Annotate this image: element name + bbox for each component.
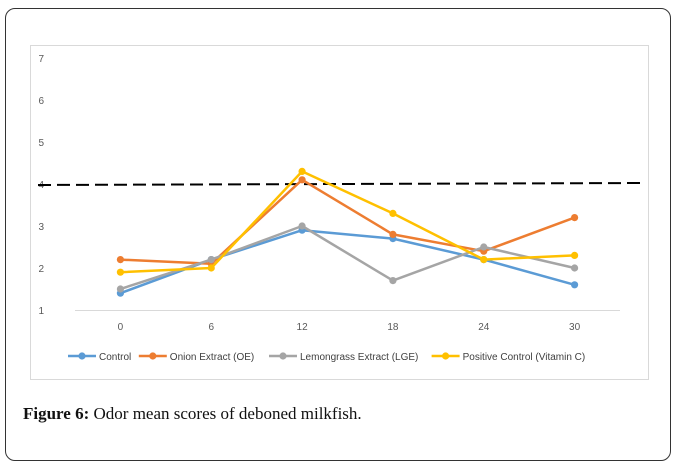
point-lemongrass-extract-lge-6	[207, 256, 215, 264]
point-onion-extract-oe-30	[570, 214, 579, 222]
y-tick-label-3: 3	[38, 222, 44, 233]
chart-area-border	[30, 45, 649, 380]
point-lemongrass-extract-lge-24	[480, 243, 488, 251]
x-tick-label-30: 30	[569, 322, 581, 333]
x-tick-label-6: 6	[208, 322, 214, 333]
point-onion-extract-oe-0	[116, 256, 125, 264]
series-line-onion-extract-oe	[120, 178, 576, 266]
legend-swatch-marker-positive-control-vitamin-c	[442, 352, 450, 360]
point-positive-control-vitamin-c-6	[207, 264, 215, 272]
point-positive-control-vitamin-c-12	[298, 167, 306, 175]
point-positive-control-vitamin-c-0	[116, 268, 125, 276]
reference-line-4	[37, 182, 645, 186]
y-tick-label-6: 6	[38, 96, 44, 107]
line-chart: 12345670612182430ControlOnion Extract (O…	[30, 45, 649, 380]
point-positive-control-vitamin-c-30	[570, 251, 579, 259]
legend-swatch-marker-onion-extract-oe	[149, 352, 157, 360]
x-tick-label-18: 18	[387, 322, 399, 333]
legend-label-control: Control	[99, 352, 131, 363]
point-onion-extract-oe-18	[389, 230, 397, 238]
x-tick-label-0: 0	[118, 322, 124, 333]
point-positive-control-vitamin-c-24	[480, 256, 488, 264]
y-tick-label-7: 7	[38, 54, 44, 65]
y-tick-label-1: 1	[38, 306, 44, 317]
point-positive-control-vitamin-c-18	[389, 209, 397, 217]
point-lemongrass-extract-lge-12	[298, 222, 306, 230]
legend-label-lemongrass-extract-lge: Lemongrass Extract (LGE)	[300, 352, 418, 363]
point-lemongrass-extract-lge-18	[389, 277, 397, 285]
x-tick-label-24: 24	[478, 322, 490, 333]
x-tick-label-12: 12	[297, 322, 309, 333]
legend-swatch-marker-control	[78, 352, 86, 360]
figure-caption: Figure 6: Odor mean scores of deboned mi…	[23, 404, 362, 424]
series-line-lemongrass-extract-lge	[120, 224, 575, 291]
caption-label: Figure 6:	[23, 404, 90, 423]
legend-label-positive-control-vitamin-c: Positive Control (Vitamin C)	[463, 352, 586, 363]
point-onion-extract-oe-12	[298, 176, 306, 184]
caption-text: Odor mean scores of deboned milkfish.	[89, 404, 362, 423]
point-lemongrass-extract-lge-0	[116, 285, 125, 293]
point-lemongrass-extract-lge-30	[570, 264, 579, 272]
y-tick-label-2: 2	[38, 264, 44, 275]
point-control-30	[570, 281, 579, 289]
legend-label-onion-extract-oe: Onion Extract (OE)	[170, 352, 254, 363]
y-tick-label-5: 5	[38, 138, 44, 149]
legend-swatch-marker-lemongrass-extract-lge	[279, 352, 287, 360]
series-line-positive-control-vitamin-c	[120, 170, 575, 274]
